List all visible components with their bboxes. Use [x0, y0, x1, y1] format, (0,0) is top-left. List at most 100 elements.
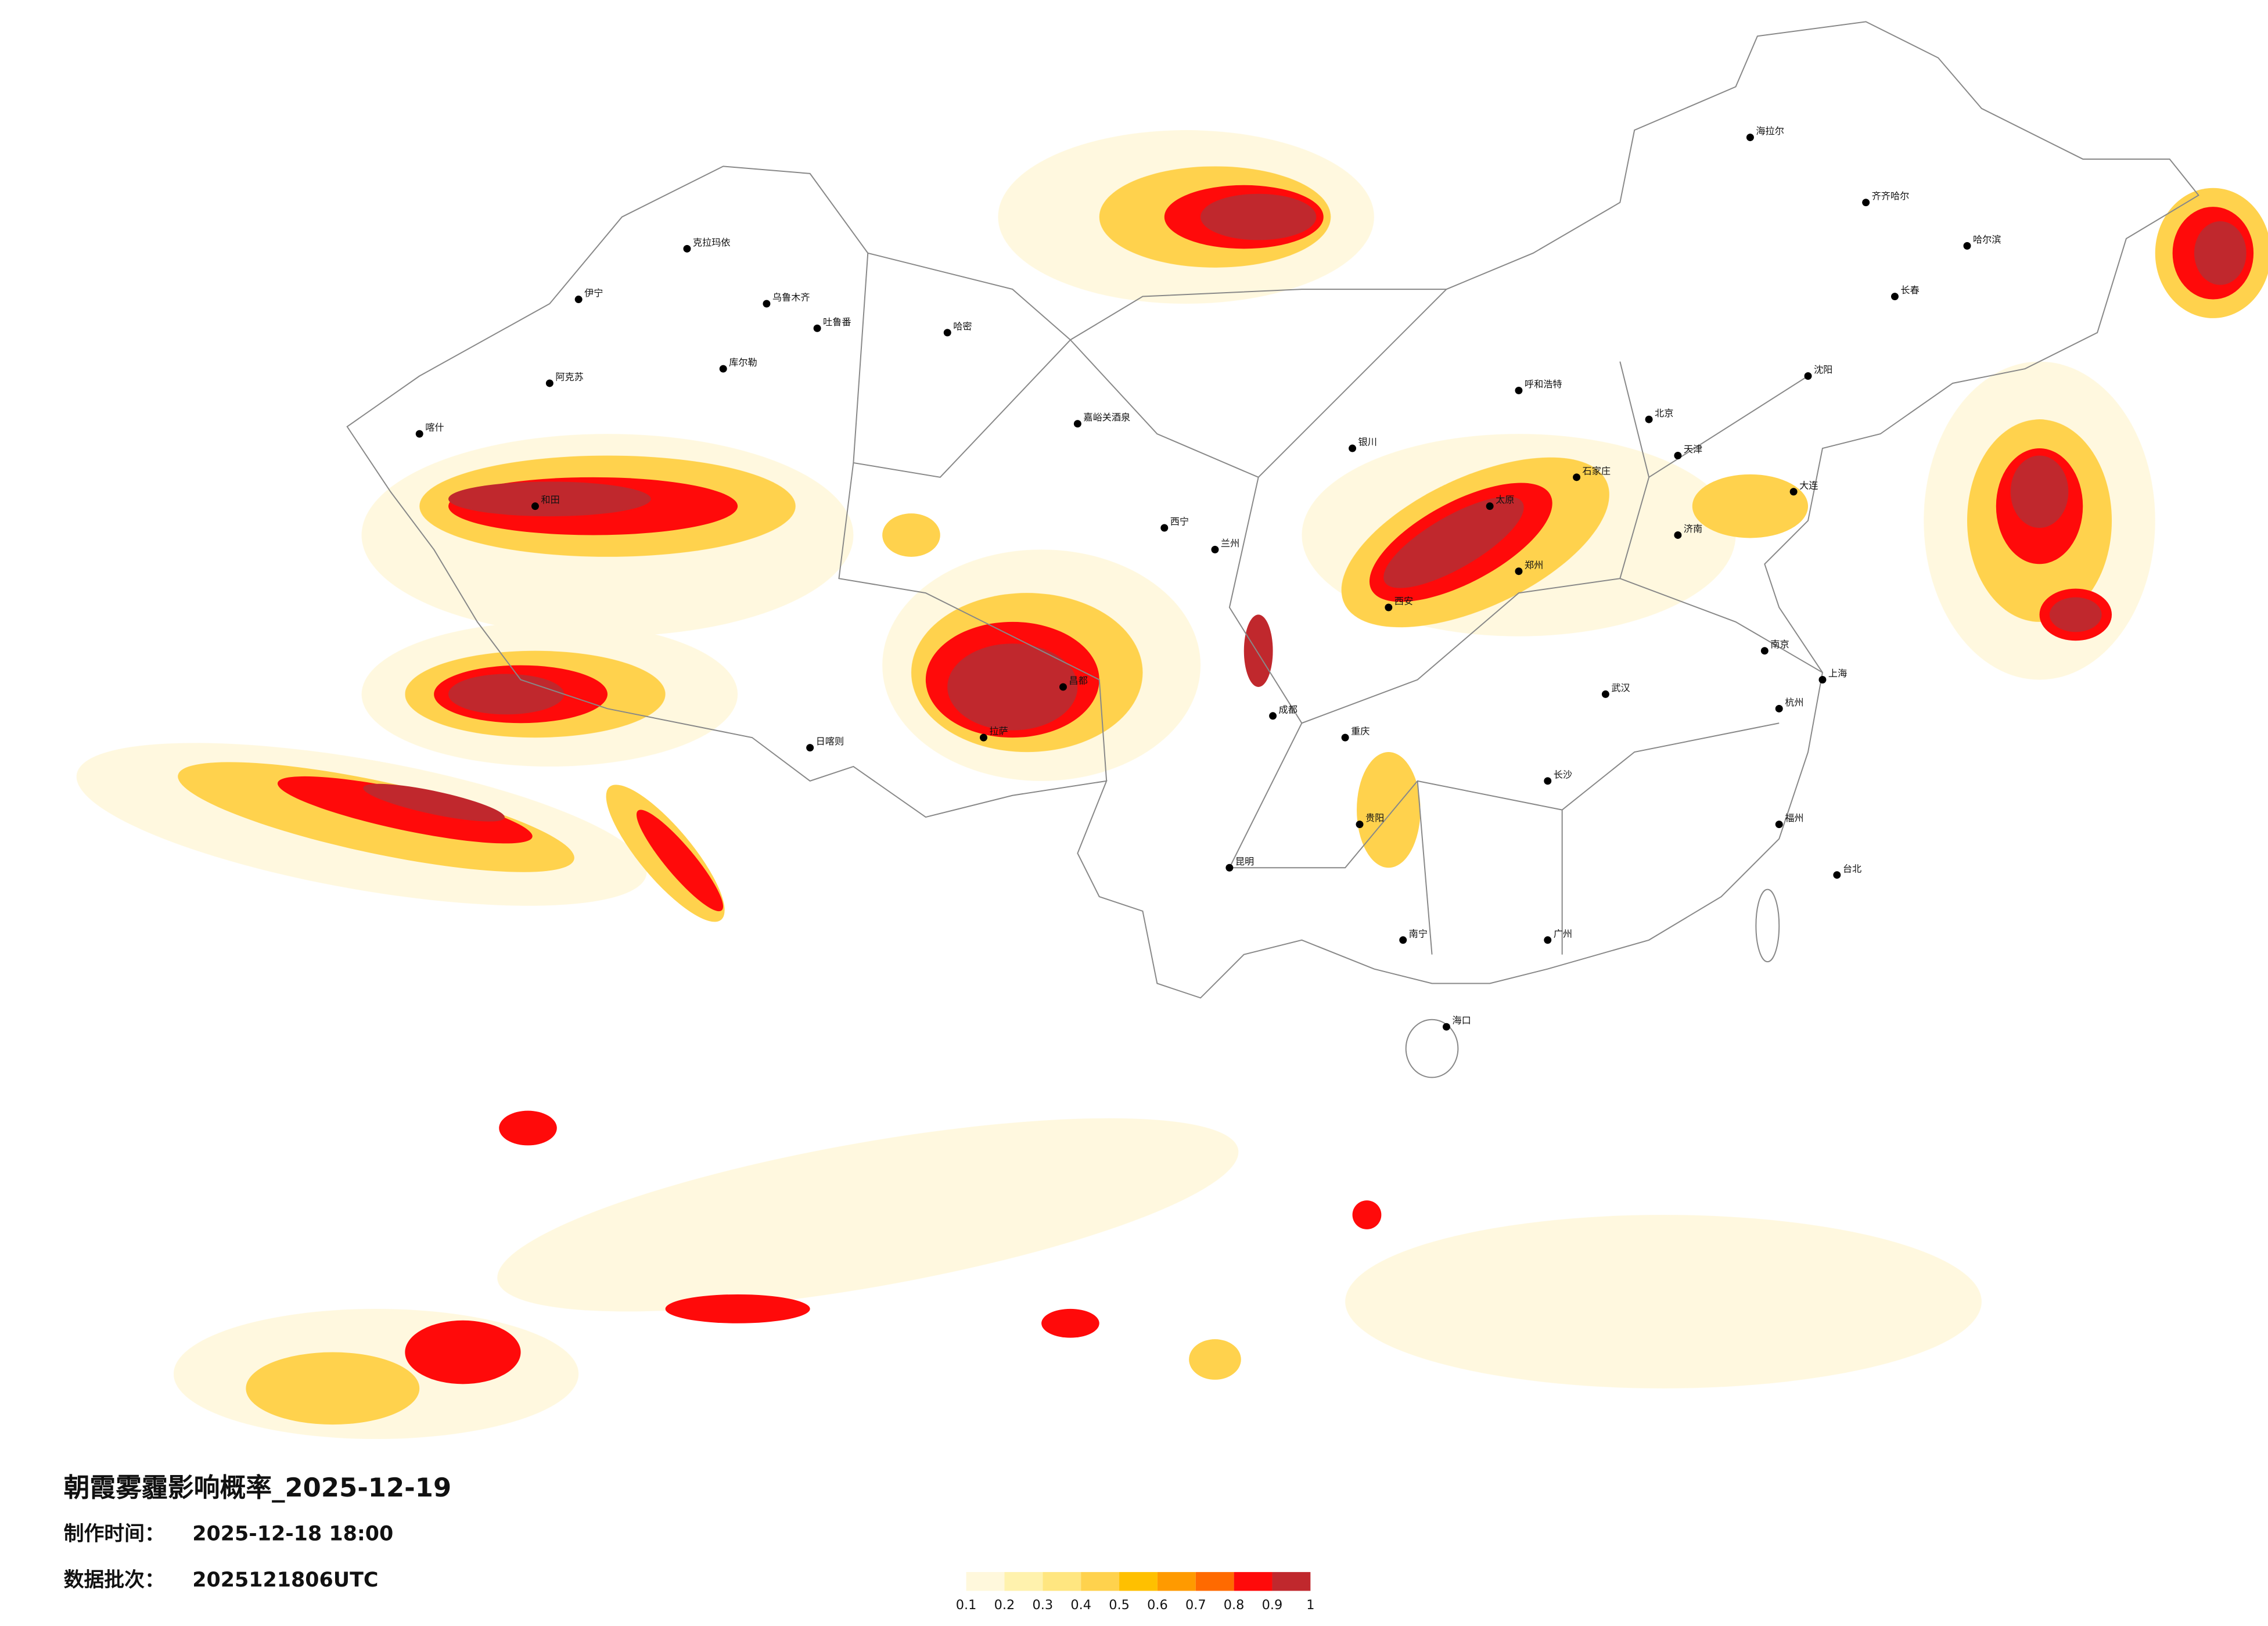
city-label: 兰州	[1221, 538, 1239, 549]
city-dot	[1573, 473, 1581, 481]
city-dot	[1775, 821, 1783, 829]
city-label: 和田	[541, 494, 559, 505]
city-label: 北京	[1655, 408, 1673, 419]
city-dot	[1544, 936, 1552, 944]
city-dot	[1059, 683, 1067, 691]
legend-tick-label: 1	[1306, 1598, 1314, 1613]
legend-swatch	[1234, 1572, 1273, 1591]
city-dot	[1515, 567, 1523, 575]
city-dot	[1349, 444, 1357, 452]
city-dot	[1746, 134, 1754, 142]
city-label: 呼和浩特	[1525, 379, 1562, 390]
city-label: 天津	[1684, 444, 1702, 455]
city-dot	[1486, 502, 1494, 510]
city-label: 上海	[1828, 668, 1847, 679]
city-dot	[1341, 733, 1349, 742]
city-label: 齐齐哈尔	[1872, 190, 1910, 202]
city-dot	[1833, 871, 1841, 879]
city-dot	[1211, 545, 1219, 553]
city-dot	[1862, 199, 1870, 207]
legend-tick-label: 0.6	[1147, 1598, 1168, 1613]
legend-swatch	[966, 1572, 1005, 1591]
borders	[346, 21, 2199, 1078]
legend-swatch	[1157, 1572, 1196, 1591]
city-label: 南宁	[1409, 928, 1428, 939]
city-dot	[531, 502, 539, 510]
batch: 2025121806UTC	[192, 1569, 378, 1592]
city-dot	[1073, 420, 1081, 428]
city-dot	[1356, 821, 1364, 829]
city-label: 杭州	[1785, 697, 1803, 708]
city-dot	[574, 296, 583, 303]
city-label: 拉萨	[989, 726, 1008, 737]
city-label: 海拉尔	[1756, 125, 1784, 136]
legend-swatch	[1043, 1572, 1081, 1591]
legend-swatch	[1004, 1572, 1043, 1591]
city-dot	[1674, 531, 1682, 539]
city-dot	[545, 379, 553, 387]
city-dot	[1804, 372, 1812, 380]
city-dot	[1818, 676, 1827, 684]
city-label: 库尔勒	[729, 357, 757, 368]
city-dot	[1385, 603, 1393, 611]
city-dot	[1674, 452, 1682, 459]
city-dot	[1789, 488, 1798, 496]
legend-tick-label: 0.5	[1109, 1598, 1130, 1613]
city-dot	[806, 744, 814, 752]
city-label: 吐鲁番	[823, 316, 851, 328]
made-label: 制作时间：	[64, 1522, 165, 1545]
city-dot	[763, 300, 771, 308]
city-label: 南京	[1770, 639, 1789, 650]
city-dot	[1515, 386, 1523, 394]
city-dot	[1601, 690, 1609, 698]
legend-tick-label: 0.8	[1224, 1598, 1245, 1613]
city-label: 喀什	[425, 422, 444, 433]
legend-tick-label: 0.2	[994, 1598, 1015, 1613]
legend: 0.1 0.2 0.3 0.4 0.5 0.6 0.7 0.8 0.9 1	[956, 1572, 1314, 1613]
city-label: 银川	[1358, 437, 1377, 448]
city-label: 伊宁	[584, 287, 603, 298]
city-label: 昆明	[1235, 856, 1254, 867]
city-dot	[1225, 864, 1234, 872]
city-label: 海口	[1452, 1015, 1471, 1026]
city-label: 克拉玛依	[693, 237, 731, 248]
city-label: 武汉	[1611, 682, 1630, 693]
legend-tick-label: 0.9	[1262, 1598, 1283, 1613]
city-label: 西安	[1394, 596, 1413, 607]
city-label: 太原	[1496, 494, 1514, 505]
city-dot	[1890, 293, 1899, 301]
legend-tick-label: 0.7	[1185, 1598, 1206, 1613]
city-label: 阿克苏	[555, 372, 584, 383]
city-label: 日喀则	[816, 736, 844, 747]
city-label: 台北	[1843, 863, 1861, 874]
city-label: 沈阳	[1814, 364, 1832, 375]
legend-swatch	[1119, 1572, 1158, 1591]
city-label: 乌鲁木齐	[772, 292, 810, 303]
city-label: 哈密	[953, 321, 972, 332]
city-dot	[719, 365, 727, 373]
city-label: 贵阳	[1365, 812, 1384, 823]
city-dot	[1775, 704, 1783, 713]
city-label: 重庆	[1351, 726, 1370, 737]
city-label: 广州	[1554, 928, 1572, 939]
city-dot	[813, 324, 821, 332]
city-dot	[1269, 712, 1277, 720]
probability-field	[76, 130, 2268, 1439]
city-label: 长沙	[1554, 769, 1572, 780]
city-dot	[415, 430, 423, 438]
legend-swatch	[1195, 1572, 1234, 1591]
city-dot	[1399, 936, 1407, 944]
city-label: 哈尔滨	[1973, 234, 2001, 245]
city-label: 长春	[1900, 285, 1919, 296]
city-label: 济南	[1684, 523, 1702, 534]
city-label: 昌都	[1069, 675, 1087, 686]
city-label: 石家庄	[1583, 465, 1611, 476]
city-label: 嘉峪关酒泉	[1083, 412, 1130, 423]
city-label: 西宁	[1170, 516, 1189, 527]
city-dot	[1645, 415, 1653, 423]
city-dot	[1442, 1023, 1450, 1031]
legend-tick-label: 0.3	[1033, 1598, 1054, 1613]
